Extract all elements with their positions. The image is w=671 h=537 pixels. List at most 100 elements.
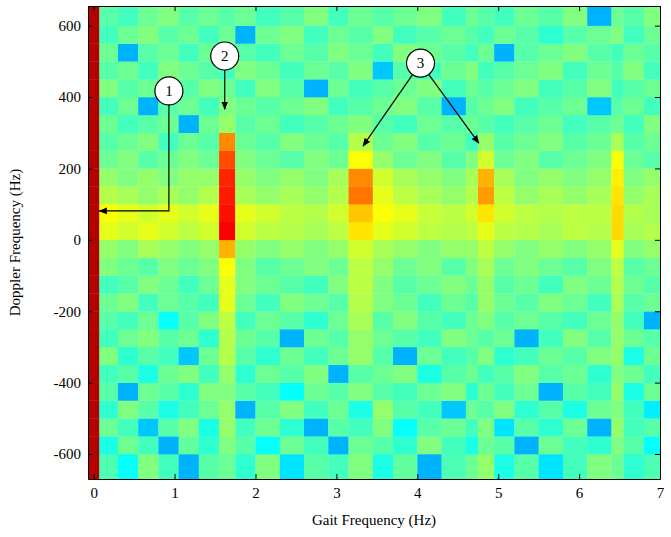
heat-cell bbox=[494, 347, 515, 365]
heat-cell bbox=[478, 240, 494, 258]
heat-cell bbox=[563, 276, 588, 294]
heat-cell bbox=[219, 26, 235, 44]
heat-cell bbox=[99, 436, 118, 454]
heat-cell bbox=[219, 418, 235, 436]
tick bbox=[655, 26, 660, 27]
heat-cell bbox=[199, 293, 220, 311]
heat-cell bbox=[417, 383, 442, 401]
heat-cell bbox=[280, 240, 305, 258]
tick: -400 bbox=[54, 375, 94, 391]
tick-mark bbox=[175, 474, 176, 479]
heat-cell bbox=[118, 436, 139, 454]
heat-cell bbox=[611, 133, 623, 151]
heat-cell bbox=[624, 43, 645, 61]
heat-cell bbox=[442, 168, 467, 186]
heat-cell bbox=[179, 311, 200, 329]
heat-cell bbox=[349, 436, 374, 454]
heat-cell bbox=[417, 26, 442, 44]
heat-cell bbox=[328, 418, 349, 436]
heat-cell bbox=[539, 365, 564, 383]
heat-cell bbox=[514, 240, 539, 258]
heat-cell bbox=[644, 43, 660, 61]
heat-cell bbox=[349, 383, 374, 401]
heat-cell bbox=[514, 6, 539, 26]
heat-cell bbox=[563, 133, 588, 151]
heat-cell bbox=[235, 168, 256, 186]
heat-cell bbox=[158, 436, 179, 454]
heat-cell bbox=[179, 240, 200, 258]
chart: 01234567-600-400-2000200400600Gait Frequ… bbox=[0, 0, 671, 537]
heat-cell bbox=[99, 383, 118, 401]
heat-cell bbox=[466, 293, 478, 311]
heat-cell bbox=[611, 151, 623, 169]
heat-cell bbox=[280, 436, 305, 454]
heat-cell bbox=[328, 436, 349, 454]
heat-cell bbox=[563, 418, 588, 436]
heat-cell bbox=[417, 258, 442, 276]
heat-cell bbox=[539, 383, 564, 401]
heat-cell bbox=[478, 79, 494, 97]
tick bbox=[655, 311, 660, 312]
heat-cell bbox=[624, 222, 645, 240]
heat-cell bbox=[219, 222, 235, 240]
tick-mark bbox=[655, 454, 660, 455]
heat-cell bbox=[88, 26, 100, 44]
heat-cell bbox=[255, 168, 280, 186]
heat-cell bbox=[442, 204, 467, 222]
heat-cell bbox=[539, 26, 564, 44]
heat-cell bbox=[219, 365, 235, 383]
heat-cell bbox=[179, 436, 200, 454]
heat-cell bbox=[88, 151, 100, 169]
heat-cell bbox=[219, 311, 235, 329]
heat-cell bbox=[417, 6, 442, 26]
tick bbox=[94, 6, 95, 11]
heat-cell bbox=[199, 365, 220, 383]
tick-mark bbox=[88, 383, 93, 384]
heat-cell bbox=[235, 418, 256, 436]
heat-cell bbox=[373, 383, 394, 401]
heat-cell bbox=[199, 186, 220, 204]
heat-cell bbox=[235, 329, 256, 347]
heat-cell bbox=[138, 115, 159, 133]
heat-cell bbox=[539, 151, 564, 169]
heat-cell bbox=[494, 115, 515, 133]
heat-cell bbox=[466, 151, 478, 169]
heat-cell bbox=[539, 329, 564, 347]
heat-cell bbox=[373, 347, 394, 365]
heat-cell bbox=[644, 347, 660, 365]
heat-cell bbox=[88, 240, 100, 258]
tick-mark bbox=[579, 6, 580, 11]
heat-cell bbox=[478, 115, 494, 133]
heat-cell bbox=[478, 168, 494, 186]
heat-cell bbox=[393, 115, 418, 133]
tick: 3 bbox=[333, 474, 341, 501]
heat-cell bbox=[442, 61, 467, 79]
heat-cell bbox=[179, 383, 200, 401]
tick-label: 4 bbox=[414, 485, 422, 501]
heat-cell bbox=[158, 6, 179, 26]
heat-cell bbox=[373, 204, 394, 222]
heat-cell bbox=[235, 276, 256, 294]
heat-cell bbox=[280, 168, 305, 186]
tick bbox=[655, 168, 660, 169]
heat-cell bbox=[235, 293, 256, 311]
heat-cell bbox=[539, 115, 564, 133]
heat-cell bbox=[466, 204, 478, 222]
heat-cell bbox=[235, 26, 256, 44]
heat-cell bbox=[514, 186, 539, 204]
heat-cell bbox=[393, 276, 418, 294]
heat-cell bbox=[158, 400, 179, 418]
annotation-circle bbox=[155, 77, 183, 105]
heat-cell bbox=[304, 168, 329, 186]
heat-cell bbox=[442, 293, 467, 311]
heat-cell bbox=[255, 258, 280, 276]
heat-cell bbox=[219, 204, 235, 222]
heat-cell bbox=[349, 26, 374, 44]
heat-cell bbox=[88, 329, 100, 347]
heat-cell bbox=[587, 329, 612, 347]
annotation-label: 2 bbox=[221, 48, 229, 64]
heat-cell bbox=[219, 168, 235, 186]
heat-cell bbox=[587, 418, 612, 436]
heat-cell bbox=[99, 204, 118, 222]
heat-cell bbox=[644, 61, 660, 79]
